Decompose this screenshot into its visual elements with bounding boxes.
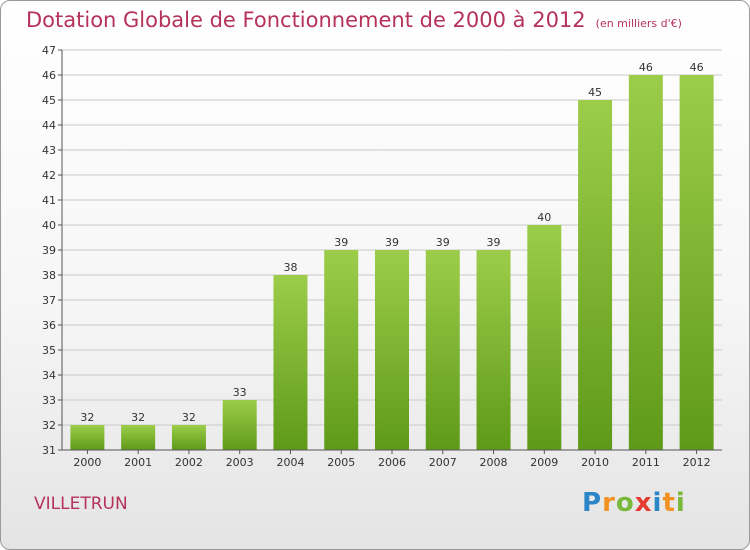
bar-2007 bbox=[425, 250, 460, 450]
bar-2003 bbox=[222, 400, 257, 450]
bars: 32 32 32 33 38 39 39 39 39 40 45 46 46 bbox=[70, 61, 714, 450]
bar-value-label: 39 bbox=[385, 236, 399, 249]
y-tick-label: 35 bbox=[42, 344, 56, 357]
x-tick-label: 2001 bbox=[124, 456, 152, 469]
y-tick-label: 44 bbox=[42, 119, 56, 132]
bar-value-label: 46 bbox=[639, 61, 653, 74]
bar-value-label: 33 bbox=[233, 386, 247, 399]
x-tick-label: 2011 bbox=[632, 456, 660, 469]
bar-2000 bbox=[70, 425, 105, 450]
y-tick-label: 36 bbox=[42, 319, 56, 332]
y-tick-label: 47 bbox=[42, 44, 56, 57]
x-tick-label: 2005 bbox=[327, 456, 355, 469]
bar-2001 bbox=[121, 425, 156, 450]
y-tick-label: 34 bbox=[42, 369, 56, 382]
chart-title-text: Dotation Globale de Fonctionnement de 20… bbox=[26, 8, 586, 32]
x-tick-label: 2003 bbox=[226, 456, 254, 469]
y-tick-label: 43 bbox=[42, 144, 56, 157]
y-tick-label: 42 bbox=[42, 169, 56, 182]
bar-value-label: 32 bbox=[131, 411, 145, 424]
bar-2005 bbox=[324, 250, 359, 450]
x-tick-label: 2006 bbox=[378, 456, 406, 469]
chart-subtitle: (en milliers d'€) bbox=[595, 17, 682, 30]
bar-value-label: 46 bbox=[690, 61, 704, 74]
y-tick-label: 41 bbox=[42, 194, 56, 207]
y-tick-label: 46 bbox=[42, 69, 56, 82]
bar-2009 bbox=[527, 225, 562, 450]
bar-2006 bbox=[375, 250, 409, 450]
commune-name: VILLETRUN bbox=[34, 494, 128, 514]
y-tick-label: 37 bbox=[42, 294, 56, 307]
y-tick-label: 31 bbox=[42, 444, 56, 457]
bar-2002 bbox=[171, 425, 206, 450]
proxiti-logo: Proxiti bbox=[582, 488, 686, 518]
bar-2011 bbox=[628, 75, 663, 450]
x-tick-label: 2004 bbox=[276, 456, 304, 469]
bar-value-label: 45 bbox=[588, 86, 602, 99]
y-tick-label: 39 bbox=[42, 244, 56, 257]
x-tick-label: 2010 bbox=[581, 456, 609, 469]
chart-title: Dotation Globale de Fonctionnement de 20… bbox=[26, 8, 682, 32]
bar-value-label: 32 bbox=[80, 411, 94, 424]
x-tick-label: 2007 bbox=[429, 456, 457, 469]
bar-2004 bbox=[273, 275, 308, 450]
y-tick-label: 40 bbox=[42, 219, 56, 232]
bar-value-label: 39 bbox=[334, 236, 348, 249]
bar-value-label: 39 bbox=[436, 236, 450, 249]
x-tick-label: 2008 bbox=[480, 456, 508, 469]
bar-value-label: 38 bbox=[283, 261, 297, 274]
y-tick-label: 45 bbox=[42, 94, 56, 107]
y-tick-label: 33 bbox=[42, 394, 56, 407]
x-tick-label: 2000 bbox=[73, 456, 101, 469]
bar-value-label: 32 bbox=[182, 411, 196, 424]
bar-value-label: 40 bbox=[537, 211, 551, 224]
x-tick-label: 2002 bbox=[175, 456, 203, 469]
x-tick-label: 2012 bbox=[683, 456, 711, 469]
y-tick-label: 38 bbox=[42, 269, 56, 282]
bar-2012 bbox=[679, 75, 714, 450]
y-tick-label: 32 bbox=[42, 419, 56, 432]
bar-value-label: 39 bbox=[487, 236, 501, 249]
x-tick-label: 2009 bbox=[530, 456, 558, 469]
bar-2010 bbox=[578, 100, 613, 450]
bar-2008 bbox=[476, 250, 511, 450]
axes: 31 32 33 34 35 36 37 38 39 40 41 42 43 44 45 46 47 2000 20… bbox=[42, 44, 722, 469]
